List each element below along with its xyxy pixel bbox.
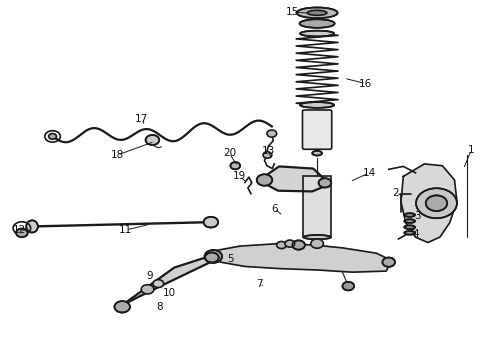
Circle shape bbox=[292, 240, 305, 249]
Polygon shape bbox=[401, 164, 457, 243]
Text: 17: 17 bbox=[135, 114, 148, 124]
Ellipse shape bbox=[404, 219, 415, 223]
Circle shape bbox=[141, 285, 154, 294]
Circle shape bbox=[146, 135, 159, 145]
Ellipse shape bbox=[303, 235, 331, 239]
Circle shape bbox=[205, 252, 219, 262]
Text: 15: 15 bbox=[286, 7, 299, 17]
Ellipse shape bbox=[296, 8, 338, 18]
Ellipse shape bbox=[299, 19, 335, 28]
Ellipse shape bbox=[26, 220, 38, 233]
Ellipse shape bbox=[404, 225, 415, 229]
Circle shape bbox=[318, 178, 331, 188]
Circle shape bbox=[204, 250, 222, 263]
Circle shape bbox=[203, 217, 218, 228]
Ellipse shape bbox=[300, 102, 334, 108]
Circle shape bbox=[426, 195, 447, 211]
Circle shape bbox=[277, 242, 287, 249]
Text: 1: 1 bbox=[468, 145, 475, 155]
Text: 8: 8 bbox=[156, 302, 163, 312]
Circle shape bbox=[115, 301, 130, 312]
Ellipse shape bbox=[307, 10, 327, 15]
Polygon shape bbox=[122, 255, 213, 305]
Circle shape bbox=[267, 130, 277, 137]
Text: 7: 7 bbox=[256, 279, 263, 289]
Text: 18: 18 bbox=[111, 150, 124, 160]
Polygon shape bbox=[211, 244, 391, 272]
Text: 16: 16 bbox=[359, 78, 372, 89]
Text: 9: 9 bbox=[147, 271, 153, 282]
Text: 4: 4 bbox=[412, 229, 419, 239]
Text: 11: 11 bbox=[119, 225, 132, 235]
Text: 10: 10 bbox=[163, 288, 176, 297]
Circle shape bbox=[311, 239, 323, 248]
Text: 2: 2 bbox=[392, 188, 399, 198]
Circle shape bbox=[16, 229, 28, 237]
Circle shape bbox=[343, 282, 354, 291]
Text: 6: 6 bbox=[271, 203, 277, 213]
FancyBboxPatch shape bbox=[302, 110, 332, 149]
Text: 19: 19 bbox=[233, 171, 246, 181]
Polygon shape bbox=[265, 166, 325, 192]
Ellipse shape bbox=[404, 213, 415, 217]
Text: 3: 3 bbox=[415, 211, 421, 221]
Text: 14: 14 bbox=[363, 168, 376, 178]
Circle shape bbox=[285, 240, 294, 247]
Circle shape bbox=[263, 152, 272, 158]
Circle shape bbox=[382, 257, 395, 267]
Bar bbox=[303, 176, 331, 237]
Circle shape bbox=[416, 188, 457, 218]
Circle shape bbox=[153, 280, 164, 288]
Text: 12: 12 bbox=[13, 225, 26, 235]
Circle shape bbox=[257, 174, 272, 186]
Text: 20: 20 bbox=[223, 148, 236, 158]
Circle shape bbox=[230, 162, 240, 169]
Ellipse shape bbox=[300, 31, 334, 36]
Ellipse shape bbox=[404, 231, 415, 235]
Ellipse shape bbox=[312, 151, 322, 156]
Circle shape bbox=[49, 134, 56, 139]
Text: 5: 5 bbox=[227, 253, 234, 264]
Text: 13: 13 bbox=[262, 147, 275, 157]
